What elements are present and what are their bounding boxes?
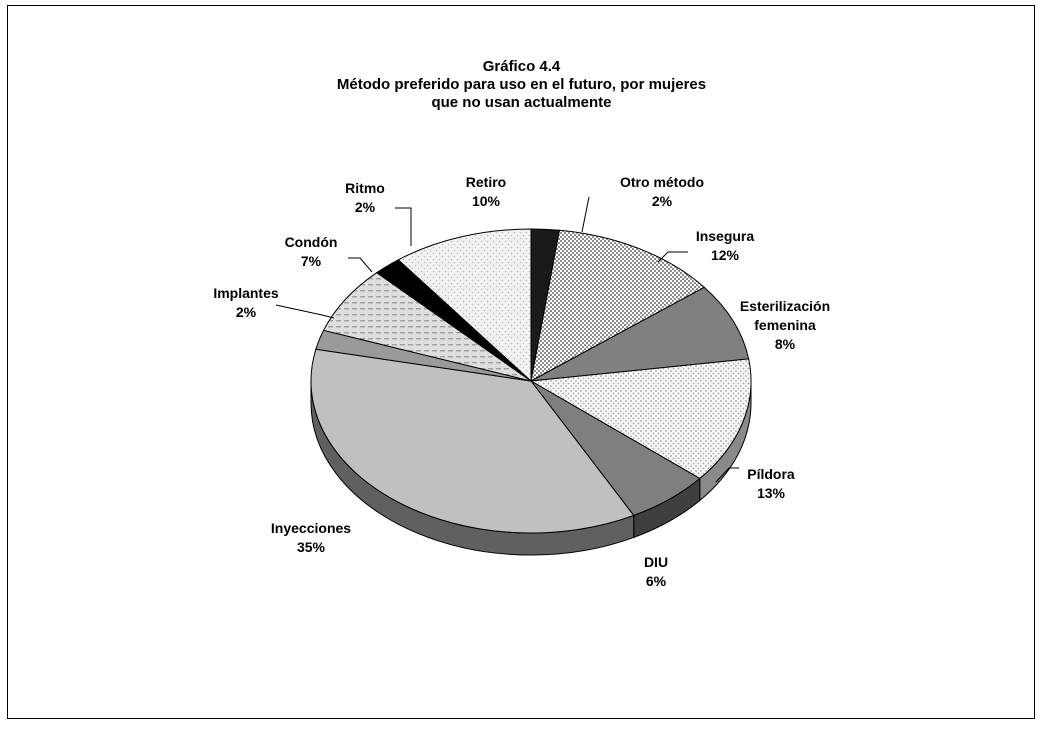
slice-value-esterilizacion-femenina: 8% — [775, 336, 796, 352]
slice-name-condon: Condón — [285, 234, 338, 250]
slice-name-retiro: Retiro — [466, 174, 506, 190]
slice-label-condon: Condón 7% — [285, 234, 338, 269]
slice-name-diu: DIU — [644, 554, 668, 570]
slice-value-retiro: 10% — [472, 193, 501, 209]
leader-line-insegura — [657, 251, 688, 263]
pie-slice-esterilizacion-femenina — [530, 286, 750, 382]
slice-label-inyecciones: Inyecciones 35% — [271, 520, 351, 555]
chart-title: Gráfico 4.4 — [482, 58, 561, 75]
slice-label-otro-metodo: Otro método 2% — [620, 174, 704, 209]
slice-name-esterilizacion-femenina-line-1: Esterilización — [740, 298, 830, 314]
slice-label-retiro: Retiro 10% — [466, 174, 506, 209]
slice-label-insegura: Insegura 12% — [696, 228, 755, 263]
slice-name-implantes: Implantes — [213, 285, 279, 301]
leader-line-otro-metodo — [581, 196, 590, 233]
leader-line-pildora — [715, 467, 739, 483]
leader-line-implantes — [275, 304, 335, 319]
pie-depth-group — [310, 380, 752, 556]
slice-name-esterilizacion-femenina-line-2: femenina — [754, 317, 816, 333]
slice-value-condon: 7% — [301, 253, 322, 269]
slice-value-ritmo: 2% — [355, 199, 376, 215]
slice-value-diu: 6% — [646, 573, 667, 589]
slice-value-otro-metodo: 2% — [652, 193, 673, 209]
slice-label-esterilizacion-femenina: Esterilización femenina 8% — [740, 298, 830, 352]
slice-value-implantes: 2% — [236, 304, 257, 320]
slice-name-ritmo: Ritmo — [345, 180, 385, 196]
slice-labels-group: Otro método 2% Insegura 12% Esterilización fe… — [213, 174, 830, 589]
chart-title-block: Gráfico 4.4 Método preferido para uso en… — [0, 58, 1043, 112]
pie-slice-condon — [322, 272, 532, 382]
slice-label-implantes: Implantes 2% — [213, 285, 279, 320]
leader-line-ritmo — [395, 207, 412, 246]
chart-subtitle-line-1: Método preferido para uso en el futuro, … — [336, 76, 707, 93]
slice-value-inyecciones: 35% — [297, 539, 326, 555]
slice-name-inyecciones: Inyecciones — [271, 520, 351, 536]
leader-line-condon — [348, 257, 373, 273]
slice-value-insegura: 12% — [711, 247, 740, 263]
chart-subtitle-line-2: que no usan actualmente — [431, 94, 612, 111]
pie-slice-retiro — [397, 228, 532, 383]
pie-top-group — [310, 228, 752, 534]
pie-slice-insegura — [530, 229, 706, 382]
leader-lines-group — [275, 196, 739, 483]
slice-name-pildora: Píldora — [747, 466, 795, 482]
slice-value-pildora: 13% — [757, 485, 786, 501]
pie-slice-inyecciones — [310, 348, 635, 534]
slice-name-otro-metodo: Otro método — [620, 174, 704, 190]
slice-name-insegura: Insegura — [696, 228, 755, 244]
slice-label-pildora: Píldora 13% — [747, 466, 795, 501]
pie-slice-pildora — [529, 358, 752, 480]
slice-label-ritmo: Ritmo 2% — [345, 180, 385, 215]
slice-label-diu: DIU 6% — [644, 554, 668, 589]
